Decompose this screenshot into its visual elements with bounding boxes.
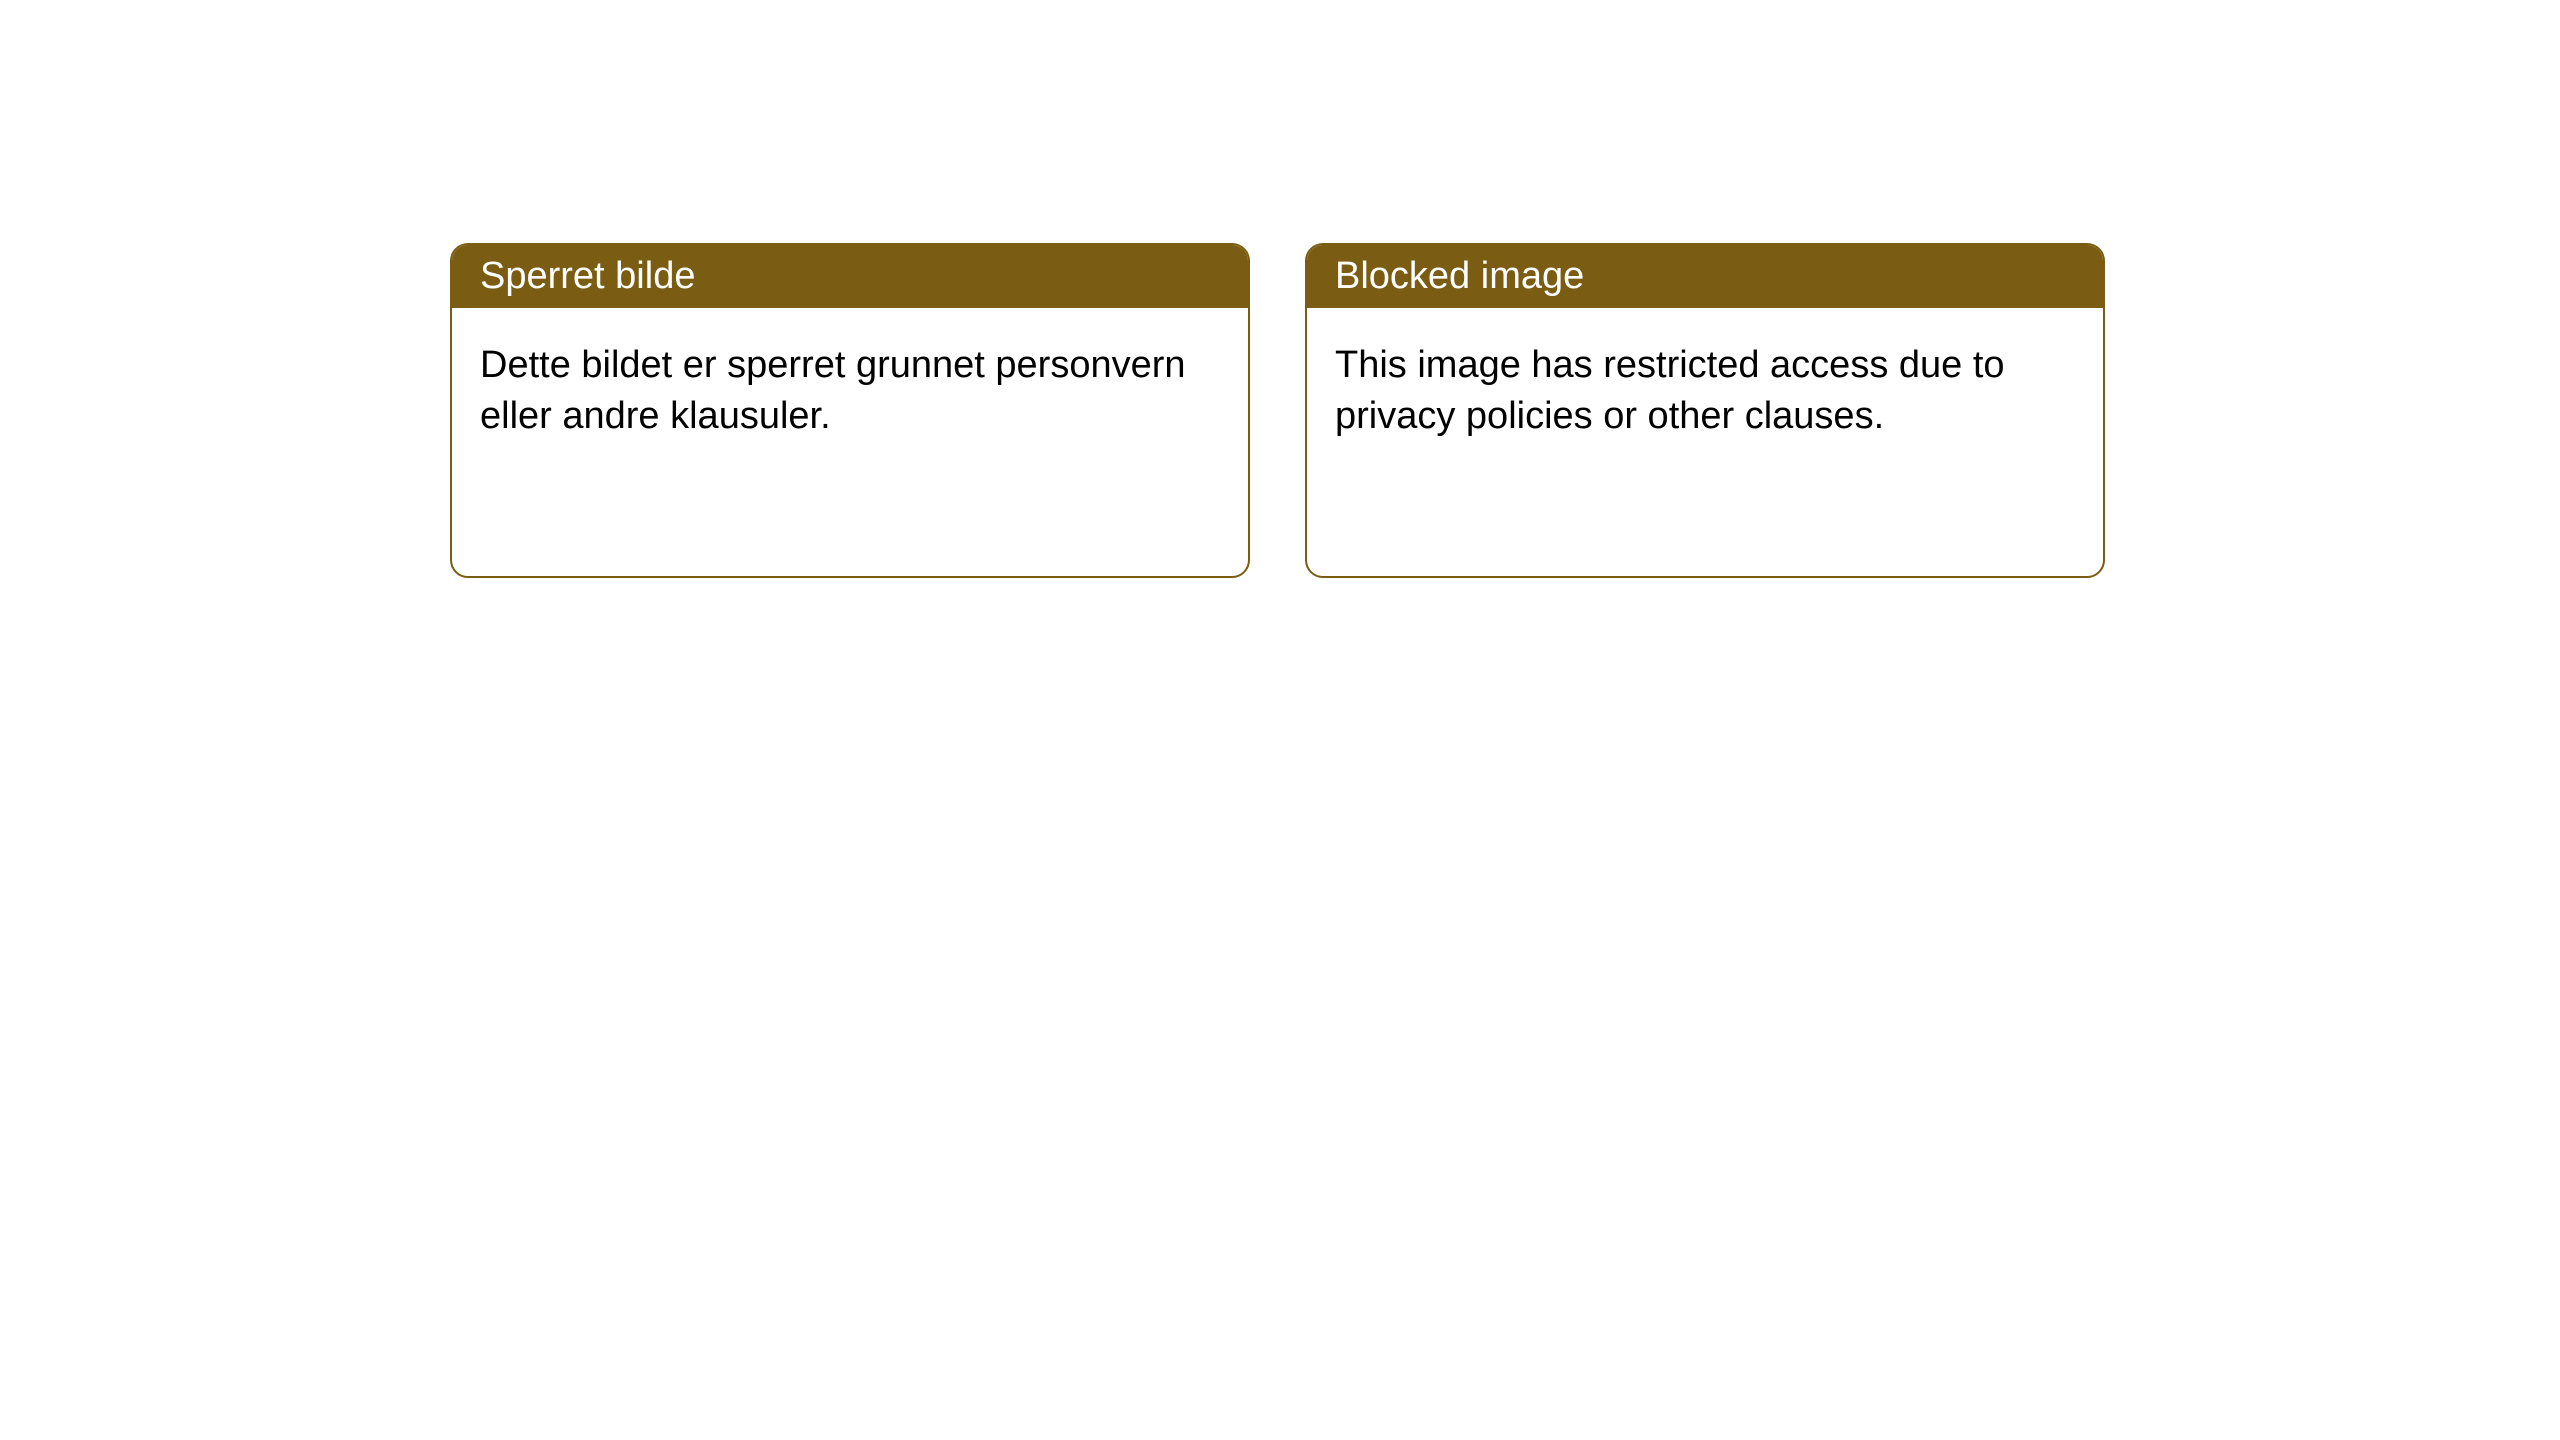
notice-header: Blocked image (1307, 245, 2103, 308)
notice-card-norwegian: Sperret bilde Dette bildet er sperret gr… (450, 243, 1250, 578)
notice-body: Dette bildet er sperret grunnet personve… (452, 308, 1248, 475)
notice-card-english: Blocked image This image has restricted … (1305, 243, 2105, 578)
notice-body: This image has restricted access due to … (1307, 308, 2103, 475)
notice-header: Sperret bilde (452, 245, 1248, 308)
notice-container: Sperret bilde Dette bildet er sperret gr… (0, 0, 2560, 578)
